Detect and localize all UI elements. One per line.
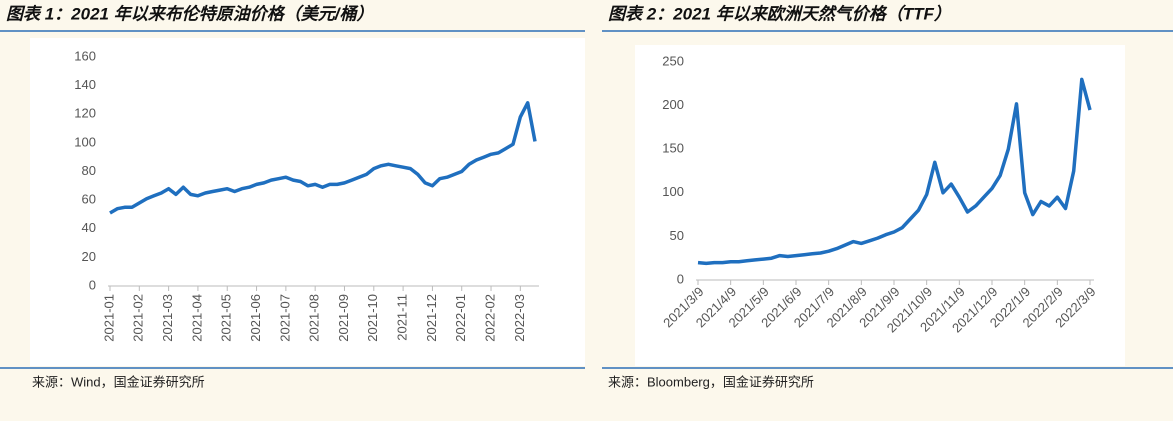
x-tick-label: 2021-06 <box>248 294 263 342</box>
x-tick-label: 2021-09 <box>336 294 351 342</box>
x-tick-label: 2021-11 <box>395 294 410 341</box>
x-tick-label: 2021-07 <box>277 294 292 342</box>
x-tick-label: 2021-05 <box>219 294 234 342</box>
data-line <box>109 101 537 215</box>
y-tick-label: 80 <box>82 163 96 178</box>
x-tick-label: 2021-08 <box>307 294 322 342</box>
x-tick-label: 2021-02 <box>131 294 146 342</box>
y-tick-label: 120 <box>74 106 96 121</box>
y-tick-label: 160 <box>74 48 96 63</box>
data-line <box>697 77 1092 266</box>
y-tick-label: 0 <box>677 271 684 286</box>
x-tick-label: 2021-03 <box>160 294 175 342</box>
y-tick-label: 50 <box>670 228 684 243</box>
y-tick-label: 200 <box>662 97 684 112</box>
y-tick-label: 20 <box>82 249 96 264</box>
y-tick-label: 140 <box>74 77 96 92</box>
x-tick-label: 2022-01 <box>453 294 468 342</box>
x-tick-label: 2022-03 <box>512 294 527 342</box>
chart-title: 图表 2：2021 年以来欧洲天然气价格（TTF） <box>608 4 951 23</box>
source: 来源：Wind，国金证券研究所 <box>32 374 205 389</box>
x-tick-label: 2021-10 <box>365 294 380 342</box>
x-tick-label: 2021-01 <box>101 294 116 342</box>
y-tick-label: 60 <box>82 192 96 207</box>
y-tick-label: 100 <box>662 184 684 199</box>
plot-bg <box>30 38 585 366</box>
plot-bg <box>635 45 1125 366</box>
chart-title: 图表 1：2021 年以来布伦特原油价格（美元/桶） <box>6 4 373 23</box>
x-tick-label: 2021-04 <box>189 294 204 342</box>
y-tick-label: 40 <box>82 220 96 235</box>
y-tick-label: 100 <box>74 134 96 149</box>
y-tick-label: 0 <box>89 277 96 292</box>
x-tick-label: 2021-12 <box>424 294 439 342</box>
y-tick-label: 250 <box>662 53 684 68</box>
y-tick-label: 150 <box>662 141 684 156</box>
source: 来源：Bloomberg，国金证券研究所 <box>608 374 814 389</box>
x-tick-label: 2022-02 <box>482 294 497 342</box>
